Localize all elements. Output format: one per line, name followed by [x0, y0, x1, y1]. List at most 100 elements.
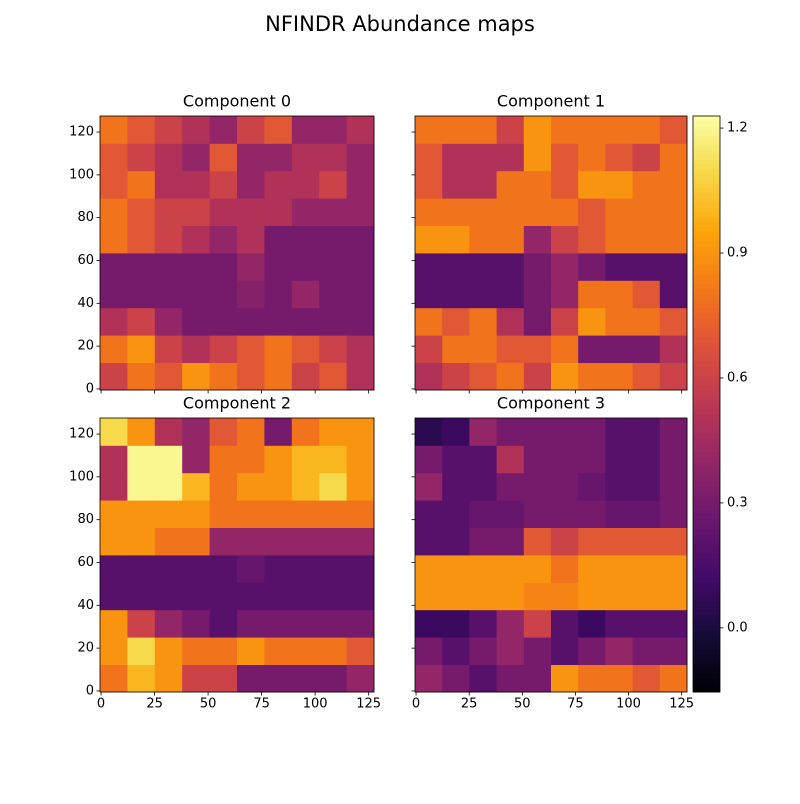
heatmap-cell [237, 582, 265, 611]
heatmap-cell [632, 527, 661, 556]
heatmap-cell [264, 307, 293, 336]
heatmap-cell [182, 555, 210, 583]
heatmap-cell [100, 418, 128, 446]
colorbar-segment [693, 408, 720, 414]
heatmap-cell [154, 609, 183, 638]
colorbar-segment [693, 639, 720, 645]
heatmap-cell [346, 609, 375, 638]
heatmap-cell [496, 198, 525, 226]
heatmap-cell [319, 555, 347, 583]
colorbar-segment [693, 485, 720, 491]
heatmap-cell [209, 418, 238, 446]
heatmap-cell [442, 198, 470, 226]
heatmap-cell [632, 664, 661, 693]
heatmap-cell [442, 307, 470, 336]
heatmap-cell [469, 555, 497, 583]
heatmap-cell [415, 307, 443, 336]
heatmap-cell [551, 280, 579, 309]
heatmap-cell [469, 143, 497, 172]
heatmap-cell [100, 637, 128, 665]
x-tick-label: 0 [412, 697, 420, 712]
heatmap-cell [469, 664, 497, 693]
heatmap-cell [346, 253, 375, 281]
heatmap-cell [319, 637, 347, 665]
colorbar-segment [693, 644, 720, 650]
colorbar-segment [693, 596, 720, 602]
heatmap-cell [496, 609, 525, 638]
heatmap-cell [100, 500, 128, 528]
y-tick-label: 40 [77, 598, 94, 613]
heatmap-cell [605, 664, 633, 693]
colorbar-segment [693, 240, 720, 246]
colorbar-segment [693, 677, 720, 683]
heatmap-cell [346, 143, 375, 172]
heatmap-cell [415, 500, 443, 528]
heatmap-cell [551, 307, 579, 336]
colorbar-segment [693, 672, 720, 678]
colorbar-segment [693, 202, 720, 208]
colorbar-tick-label: 0.0 [727, 620, 748, 635]
y-tick-label: 60 [77, 555, 94, 570]
heatmap-cell [496, 116, 525, 144]
heatmap-cell [237, 472, 265, 501]
heatmap-cell [578, 170, 606, 199]
colorbar-segment [693, 658, 720, 664]
heatmap-cell [551, 472, 579, 501]
heatmap-cell [442, 527, 470, 556]
heatmap-cell [154, 253, 183, 281]
y-tick-label: 0 [86, 381, 94, 396]
heatmap-cell [605, 609, 633, 638]
heatmap-cell [100, 445, 128, 474]
heatmap-cell [127, 609, 156, 638]
heatmap-cell [209, 472, 238, 501]
colorbar-segment [693, 476, 720, 482]
heatmap-cell [154, 664, 183, 693]
heatmap-cell [442, 143, 470, 172]
heatmap-cell [415, 472, 443, 501]
heatmap-cell [100, 116, 128, 144]
heatmap-cell [182, 170, 210, 199]
heatmap-cell [291, 362, 320, 391]
heatmap-cell [182, 280, 210, 309]
y-tick-label: 20 [77, 641, 94, 656]
colorbar-segment [693, 615, 720, 621]
colorbar-segment [693, 317, 720, 323]
heatmap-cell [237, 362, 265, 391]
panel-title: Component 1 [497, 92, 605, 111]
heatmap-cell [496, 582, 525, 611]
colorbar-segment [693, 274, 720, 280]
colorbar-tick-label: 1.2 [727, 121, 748, 136]
heatmap-cell [209, 664, 238, 693]
colorbar-segment [693, 365, 720, 371]
heatmap-cell [496, 445, 525, 474]
heatmap-cell [469, 445, 497, 474]
heatmap-cell [578, 418, 606, 446]
heatmap-cell [659, 225, 688, 254]
heatmap-cell [551, 637, 579, 665]
heatmap-cell [659, 555, 688, 583]
heatmap-cell [442, 664, 470, 693]
heatmap-cell [469, 500, 497, 528]
colorbar-segment [693, 404, 720, 410]
heatmap-cell [578, 637, 606, 665]
heatmap-cell [551, 500, 579, 528]
heatmap-cell [415, 198, 443, 226]
heatmap-cell [632, 582, 661, 611]
heatmap-cell [442, 116, 470, 144]
heatmap-cell [100, 555, 128, 583]
heatmap-cell [209, 362, 238, 391]
colorbar-segment [693, 130, 720, 136]
heatmap-cell [523, 500, 552, 528]
x-tick-label: 100 [303, 697, 328, 712]
colorbar-segment [693, 682, 720, 688]
heatmap-cell [319, 253, 347, 281]
heatmap-cell [415, 637, 443, 665]
heatmap-cell [551, 116, 579, 144]
colorbar-segment [693, 384, 720, 390]
heatmap-cell [237, 280, 265, 309]
colorbar-segment [693, 490, 720, 496]
colorbar-segment [693, 495, 720, 501]
heatmap-cell [346, 198, 375, 226]
heatmap-cell [605, 582, 633, 611]
heatmap-cell [605, 307, 633, 336]
